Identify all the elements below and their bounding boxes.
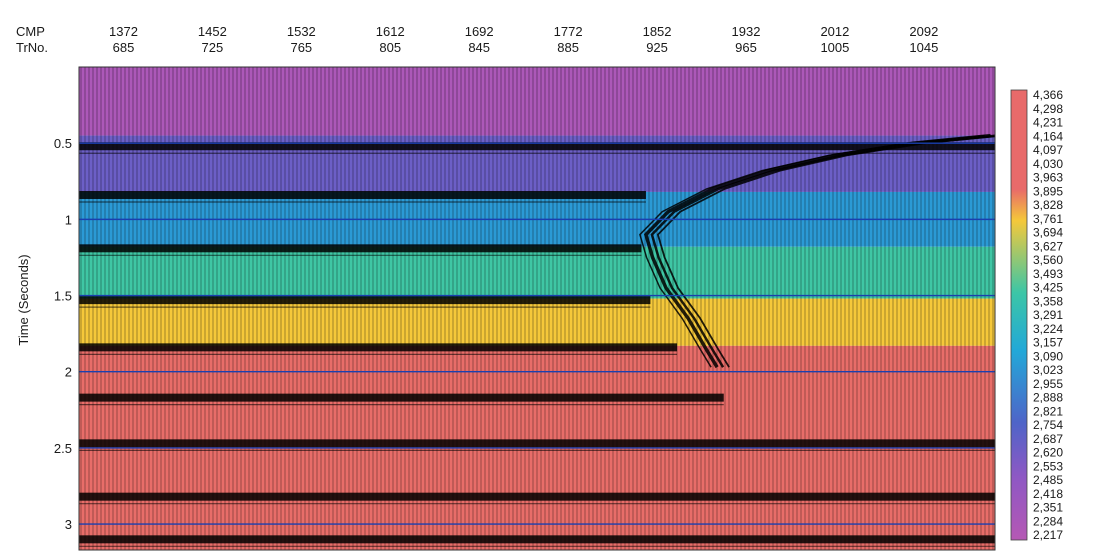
cmp-tick-label: 1532: [287, 24, 316, 39]
cmp-tick-label: 1452: [198, 24, 227, 39]
time-tick-label: 1.5: [54, 289, 72, 304]
salt-flank-event: [656, 135, 995, 368]
colorbar: [1010, 89, 1028, 541]
cmp-tick-label: 2092: [909, 24, 938, 39]
colorbar-tick-label: 3,694: [1033, 226, 1063, 240]
trace-tick-label: 965: [735, 40, 757, 55]
trace-tick-label: 885: [557, 40, 579, 55]
trace-tick-label: 685: [113, 40, 135, 55]
colorbar-tick-label: 3,023: [1033, 363, 1063, 377]
cmp-tick-label: 1932: [732, 24, 761, 39]
cmp-tick-label: 1772: [554, 24, 583, 39]
plot-frame: [78, 66, 996, 551]
cmp-axis-title: CMP: [16, 24, 45, 39]
colorbar-tick-label: 2,485: [1033, 473, 1063, 487]
reflector-band: [79, 296, 651, 305]
colorbar-tick-label: 2,620: [1033, 446, 1063, 460]
trace-tick-label: 805: [379, 40, 401, 55]
time-axis-title: Time (Seconds): [16, 254, 31, 345]
reflector-band: [79, 190, 646, 199]
time-tick-label: 0.5: [54, 136, 72, 151]
colorbar-tick-label: 4,298: [1033, 102, 1063, 116]
reflector-band: [79, 142, 995, 151]
trace-number-axis-title: TrNo.: [16, 40, 48, 55]
reflector-band: [79, 492, 995, 501]
colorbar-tick-label: 2,821: [1033, 404, 1063, 418]
colorbar-tick-label: 2,888: [1033, 391, 1063, 405]
colorbar-tick-label: 4,366: [1033, 88, 1063, 102]
time-tick-label: 2.5: [54, 441, 72, 456]
colorbar-tick-label: 4,030: [1033, 157, 1063, 171]
colorbar-tick-label: 2,351: [1033, 501, 1063, 515]
cmp-tick-label: 2012: [820, 24, 849, 39]
colorbar-labels: 4,3664,2984,2314,1644,0974,0303,9633,895…: [1033, 88, 1063, 542]
colorbar-tick-label: 3,493: [1033, 267, 1063, 281]
colorbar-tick-label: 2,284: [1033, 514, 1063, 528]
colorbar-tick-label: 3,828: [1033, 198, 1063, 212]
colorbar-tick-label: 3,157: [1033, 336, 1063, 350]
trace-tick-label: 725: [202, 40, 224, 55]
reflector-band: [79, 439, 995, 448]
time-axis-ticks: 0.5 1 1.5 2 2.5 3: [54, 136, 72, 532]
reflector-events: [79, 142, 995, 547]
colorbar-tick-label: 3,560: [1033, 253, 1063, 267]
cmp-tick-label: 1692: [465, 24, 494, 39]
colorbar-tick-label: 3,291: [1033, 308, 1063, 322]
horizontal-gridlines: [79, 142, 995, 525]
colorbar-tick-label: 3,895: [1033, 184, 1063, 198]
colorbar-tick-label: 2,418: [1033, 487, 1063, 501]
time-tick-label: 3: [65, 517, 72, 532]
reflector-band: [79, 535, 995, 544]
trace-wiggle-overlay: [79, 67, 995, 550]
colorbar-tick-label: 4,164: [1033, 129, 1063, 143]
time-tick-label: 2: [65, 365, 72, 380]
reflector-band: [79, 343, 678, 352]
trace-tick-label: 845: [468, 40, 490, 55]
cmp-tick-label: 1612: [376, 24, 405, 39]
colorbar-tick-label: 3,425: [1033, 281, 1063, 295]
salt-flank-event: [639, 134, 985, 368]
cmp-tick-label: 1372: [109, 24, 138, 39]
colorbar-tick-label: 2,553: [1033, 459, 1063, 473]
colorbar-tick-label: 2,754: [1033, 418, 1063, 432]
colorbar-tick-label: 3,963: [1033, 171, 1063, 185]
reflector-band: [79, 244, 642, 253]
time-tick-label: 1: [65, 212, 72, 227]
trace-tick-label: 925: [646, 40, 668, 55]
trace-tick-label: 765: [290, 40, 312, 55]
colorbar-tick-label: 4,097: [1033, 143, 1063, 157]
colorbar-tick-label: 2,687: [1033, 432, 1063, 446]
salt-flank-event: [650, 134, 995, 368]
salt-flank-reflections: [639, 133, 995, 369]
colorbar-tick-label: 3,090: [1033, 349, 1063, 363]
colorbar-tick-label: 2,217: [1033, 528, 1063, 542]
cmp-tick-label: 1852: [643, 24, 672, 39]
colorbar-tick-label: 3,224: [1033, 322, 1063, 336]
colorbar-tick-label: 2,955: [1033, 377, 1063, 391]
trace-tick-label: 1045: [909, 40, 938, 55]
colorbar-tick-label: 3,627: [1033, 239, 1063, 253]
trace-tick-label: 1005: [820, 40, 849, 55]
colorbar-tick-label: 4,231: [1033, 116, 1063, 130]
reflector-band: [79, 393, 724, 402]
colorbar-tick-label: 3,358: [1033, 294, 1063, 308]
colorbar-tick-label: 3,761: [1033, 212, 1063, 226]
